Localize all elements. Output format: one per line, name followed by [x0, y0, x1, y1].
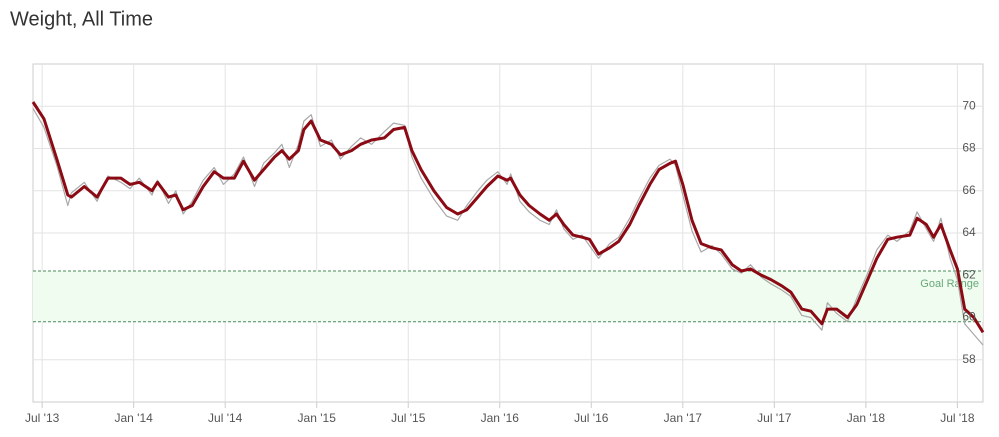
series-line [32, 108, 984, 346]
x-tick-label: Jul '15 [391, 411, 426, 425]
x-tick-label: Jan '15 [298, 411, 337, 425]
y-tick-label: 66 [962, 183, 976, 197]
y-tick-label: 58 [962, 352, 976, 366]
goal-band [33, 271, 983, 322]
x-tick-label: Jul '18 [940, 411, 975, 425]
x-tick-label: Jan '16 [481, 411, 520, 425]
y-tick-label: 64 [962, 225, 976, 239]
x-tick-label: Jul '16 [574, 411, 609, 425]
x-tick-label: Jan '17 [664, 411, 703, 425]
goal-label: Goal Range [920, 278, 979, 290]
x-tick-label: Jul '13 [25, 411, 60, 425]
chart-title: Weight, All Time [10, 8, 153, 30]
x-tick-label: Jan '18 [847, 411, 886, 425]
x-tick-label: Jul '17 [757, 411, 792, 425]
y-tick-label: 68 [962, 141, 976, 155]
y-tick-label: 70 [962, 98, 976, 112]
x-tick-label: Jul '14 [208, 411, 243, 425]
y-tick-label: 62 [962, 267, 976, 281]
x-tick-label: Jan '14 [115, 411, 154, 425]
series-line [31, 101, 985, 334]
y-tick-label: 60 [962, 310, 976, 324]
